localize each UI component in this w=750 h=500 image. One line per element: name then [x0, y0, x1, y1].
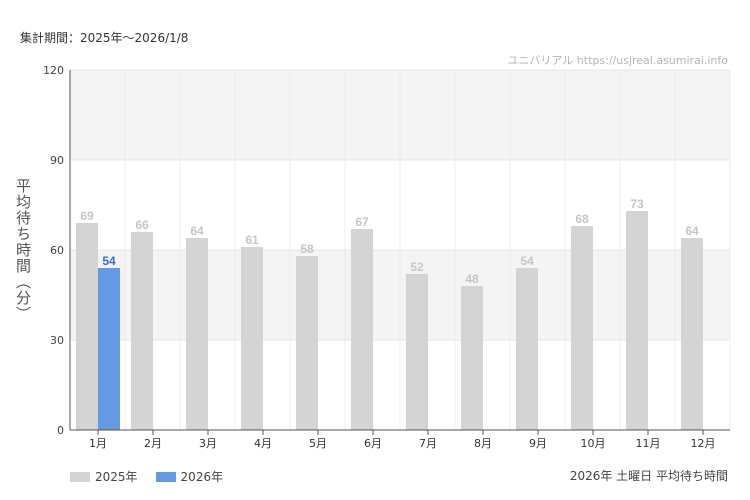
x-tick-label: 1月: [89, 437, 107, 450]
x-tick-label: 5月: [309, 437, 327, 450]
bar: [241, 247, 263, 430]
data-label: 64: [190, 224, 204, 238]
data-label: 68: [575, 212, 589, 226]
legend-swatch-2025: [70, 471, 90, 482]
data-label: 52: [410, 260, 424, 274]
x-tick-label: 7月: [419, 437, 437, 450]
y-tick-label: 60: [50, 244, 64, 257]
bar: [571, 226, 593, 430]
legend-label-2025: 2025年: [95, 470, 138, 484]
x-tick-label: 2月: [144, 437, 162, 450]
data-label: 48: [465, 272, 479, 286]
y-axis-label: 平均待ち時間（分）: [14, 178, 32, 322]
x-tick-label: 10月: [581, 437, 606, 450]
bar: [186, 238, 208, 430]
y-tick-label: 30: [50, 334, 64, 347]
bar: [516, 268, 538, 430]
data-label: 67: [355, 215, 369, 229]
legend-item-2025[interactable]: 2025年: [70, 468, 138, 485]
data-label: 54: [520, 254, 534, 268]
x-tick-label: 9月: [529, 437, 547, 450]
data-label: 73: [630, 197, 644, 211]
bar: [626, 211, 648, 430]
legend: 2025年 2026年: [70, 468, 223, 485]
x-tick-label: 11月: [636, 437, 661, 450]
chart-caption: 2026年 土曜日 平均待ち時間: [569, 469, 728, 483]
bar: [76, 223, 98, 430]
x-tick-label: 4月: [254, 437, 272, 450]
y-tick-label: 120: [43, 64, 64, 77]
bar: [131, 232, 153, 430]
bar: [296, 256, 318, 430]
x-tick-label: 12月: [691, 437, 716, 450]
legend-label-2026: 2026年: [180, 470, 224, 484]
data-label: 66: [135, 218, 149, 232]
x-tick-label: 6月: [364, 437, 382, 450]
data-label: 64: [685, 224, 699, 238]
period-label: 集計期間：2025年～2026/1/8: [20, 31, 189, 45]
y-tick-label: 90: [50, 154, 64, 167]
legend-swatch-2026: [155, 471, 176, 482]
bar: [681, 238, 703, 430]
watermark-text: ユニバリアル https://usjreal.asumirai.info: [507, 54, 728, 67]
bar: [406, 274, 428, 430]
bar: [351, 229, 373, 430]
bar: [98, 268, 120, 430]
legend-item-2026[interactable]: 2026年: [155, 468, 224, 485]
x-tick-label: 3月: [199, 437, 217, 450]
y-tick-label: 0: [57, 424, 64, 437]
bar: [461, 286, 483, 430]
x-tick-label: 8月: [474, 437, 492, 450]
data-label: 61: [245, 233, 259, 247]
data-label: 58: [300, 242, 314, 256]
data-label: 69: [80, 209, 94, 223]
data-label: 54: [102, 254, 116, 268]
